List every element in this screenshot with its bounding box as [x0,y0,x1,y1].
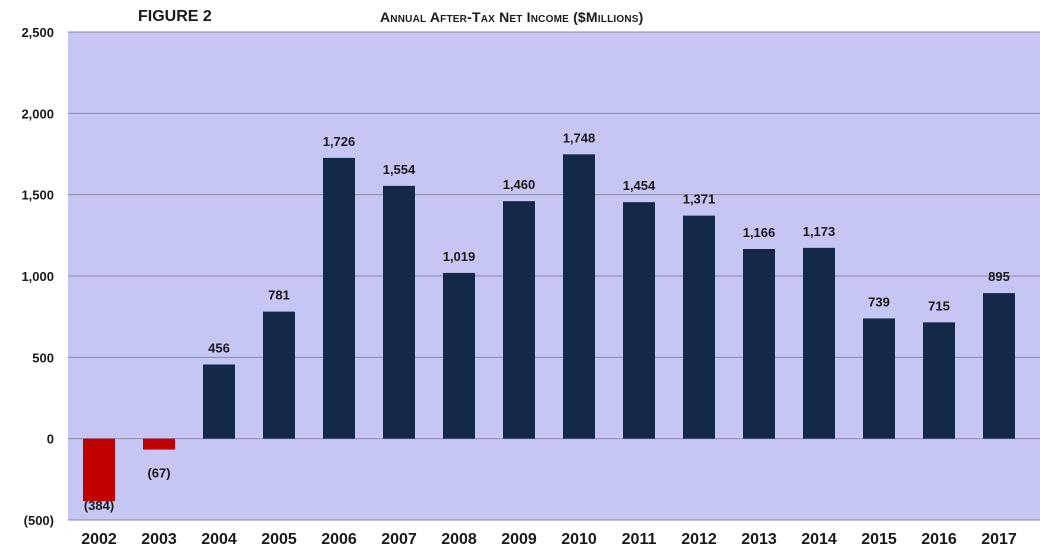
bar-2004 [203,364,235,439]
data-label-2009: 1,460 [503,177,536,192]
x-tick-label-2008: 2008 [441,531,477,548]
bar-2002 [83,438,115,502]
data-label-2012: 1,371 [683,192,716,207]
bar-2012 [683,215,715,439]
x-tick-label-2011: 2011 [622,531,657,548]
figure-label: FIGURE 2 [138,8,212,25]
data-label-2010: 1,748 [563,130,596,145]
x-tick-label-2007: 2007 [381,531,417,548]
bar-2003 [143,438,175,450]
x-tick-label-2016: 2016 [921,531,957,548]
x-tick-label-2014: 2014 [801,531,837,548]
y-tick-label: 500 [32,350,54,365]
y-tick-label: 1,000 [21,269,54,284]
x-tick-label-2012: 2012 [681,531,717,548]
y-tick-label: 1,500 [21,188,54,203]
data-label-2005: 781 [268,288,290,303]
x-tick-label-2013: 2013 [741,531,777,548]
y-tick-label: (500) [24,513,54,528]
y-tick-label: 2,500 [21,25,54,40]
bar-2017 [983,293,1015,439]
bar-2007 [383,185,415,439]
data-label-2007: 1,554 [383,162,416,177]
data-label-2006: 1,726 [323,134,356,149]
data-label-2015: 739 [868,294,890,309]
x-tick-label-2005: 2005 [261,531,297,548]
data-label-2017: 895 [988,269,1010,284]
bar-2015 [863,318,895,439]
x-tick-label-2002: 2002 [81,531,117,548]
data-label-2013: 1,166 [743,225,776,240]
bar-2016 [923,322,955,439]
x-tick-label-2003: 2003 [141,531,177,548]
x-tick-label-2004: 2004 [201,531,237,548]
x-tick-label-2017: 2017 [981,531,1017,548]
data-label-2002: (384) [84,498,114,513]
bar-2008 [443,272,475,439]
chart-title: Annual After-Tax Net Income ($Millions) [380,9,644,25]
title-bar: FIGURE 2 Annual After-Tax Net Income ($M… [0,0,1040,32]
y-tick-label: 2,000 [21,106,54,121]
data-label-2008: 1,019 [443,249,476,264]
y-tick-label: 0 [47,432,54,447]
data-label-2004: 456 [208,340,230,355]
x-tick-label-2010: 2010 [561,531,597,548]
x-tick-label-2015: 2015 [861,531,897,548]
data-label-2003: (67) [147,466,170,481]
bar-2011 [623,202,655,439]
data-label-2016: 715 [928,298,950,313]
data-label-2014: 1,173 [803,224,836,239]
data-label-2011: 1,454 [623,178,656,193]
bar-2014 [803,247,835,439]
bar-2010 [563,154,595,439]
bar-2013 [743,248,775,439]
bar-2005 [263,311,295,439]
x-tick-label-2006: 2006 [321,531,357,548]
bar-2006 [323,157,355,439]
bar-2009 [503,201,535,439]
x-tick-label-2009: 2009 [501,531,537,548]
